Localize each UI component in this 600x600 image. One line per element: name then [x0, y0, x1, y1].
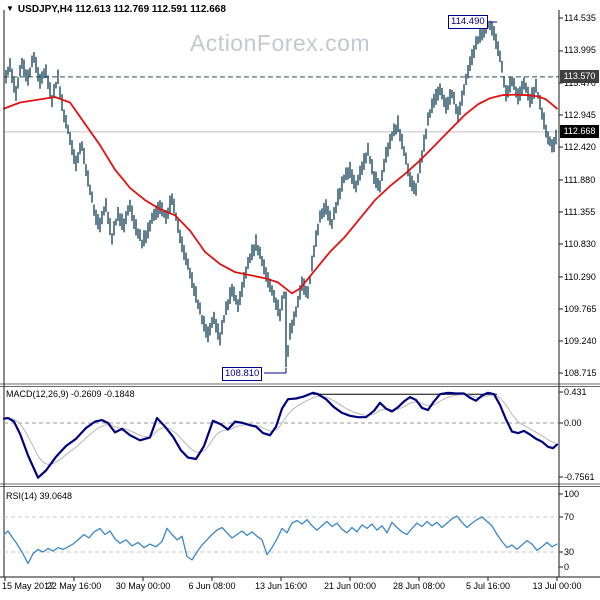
price-axis-label: 113.995	[564, 45, 596, 56]
time-axis-label: 21 Jun 00:00	[323, 581, 377, 591]
price-axis-label: 110.830	[564, 238, 596, 249]
time-axis-label: 15 May 2017	[2, 581, 55, 591]
price-axis-label: 111.355	[564, 206, 596, 217]
rsi-indicator-label: RSI(14) 39.0648	[6, 491, 73, 501]
time-axis-label: 30 May 00:00	[115, 581, 171, 591]
price-axis-label: 114.535	[564, 12, 596, 23]
time-axis-label: 22 May 16:00	[46, 581, 102, 591]
price-axis-label: 108.715	[564, 367, 597, 378]
rsi-line	[3, 515, 558, 565]
price-axis-label: 109.240	[564, 335, 597, 346]
price-axis-label: 109.765	[564, 303, 597, 314]
macd-axis-label: -0.7561	[564, 471, 595, 482]
macd-axis-label: 0.00	[564, 417, 582, 428]
time-axis-label: 6 Jun 08:00	[188, 581, 236, 591]
macd-indicator-label: MACD(12,26,9) -0.2609 -0.1848	[6, 389, 135, 399]
moving-average-line	[3, 93, 558, 295]
dropdown-triangle-icon[interactable]: ▼	[6, 4, 14, 13]
macd-signal-line	[5, 393, 556, 465]
time-axis-label: 28 Jun 08:00	[392, 581, 446, 591]
symbol-ohlc-text: USDJPY,H4 112.613 112.769 112.591 112.66…	[17, 3, 226, 15]
price-annotation-box[interactable]: 114.490	[448, 15, 488, 29]
rsi-axis-label: 70	[564, 511, 575, 522]
time-axis-label: 5 Jul 16:00	[465, 581, 511, 591]
symbol-title: ▼ USDJPY,H4 112.613 112.769 112.591 112.…	[6, 2, 226, 16]
rsi-axis-label: 100	[564, 488, 580, 499]
price-badge: 112.668	[560, 125, 599, 139]
macd-main-line	[2, 391, 559, 479]
rsi-axis-label: 0	[564, 561, 570, 572]
macd-axis-label: 0.431	[564, 386, 587, 397]
price-annotation-box[interactable]: 108.810	[222, 367, 263, 381]
rsi-axis-label: 30	[564, 546, 575, 557]
time-axis-label: 13 Jul 00:00	[532, 581, 582, 591]
price-axis-label: 110.290	[564, 271, 596, 282]
price-axis-label: 111.880	[564, 174, 596, 185]
price-axis-label: 112.945	[564, 109, 596, 120]
time-axis-label: 13 Jun 16:00	[254, 581, 308, 591]
watermark: ActionForex.com	[189, 30, 371, 56]
price-badge: 113.570	[560, 70, 599, 84]
price-axis-label: 112.420	[564, 141, 596, 152]
